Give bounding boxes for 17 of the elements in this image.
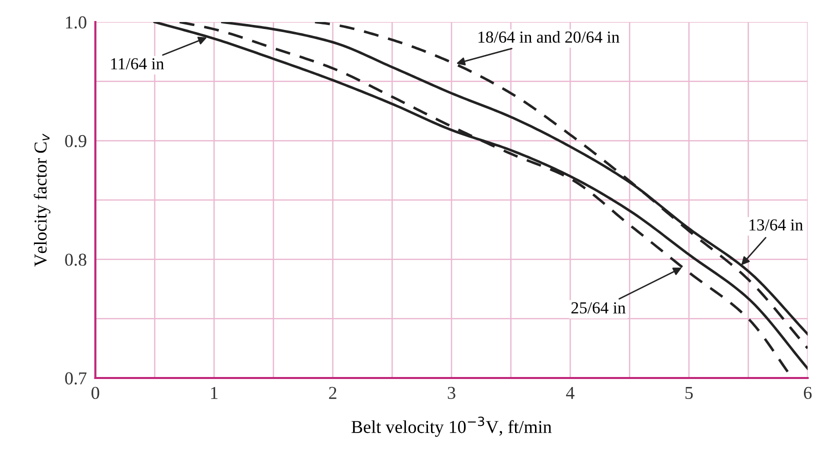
x-tick-label: 0 [92, 386, 100, 400]
x-tick-label: 6 [804, 386, 812, 400]
x-tick-label: 1 [211, 386, 218, 399]
y-tick-label: 0.9 [65, 134, 86, 148]
y-tick-label: 1.0 [66, 16, 86, 29]
y-axis-title: Velocity factor C$_{v}$ [34, 134, 50, 267]
annotation: 18/64 in and 20/64 in [478, 31, 620, 43]
x-tick-label: 5 [685, 387, 693, 400]
x-tick-label: 4 [566, 386, 574, 399]
x-tick-label: 2 [329, 386, 336, 399]
annotation: 11/64 in [111, 58, 164, 70]
annotation: 25/64 in [571, 302, 626, 314]
x-axis-title: Belt velocity 10$^{−3}$V, ft/min [352, 416, 552, 437]
y-tick-label: 0.7 [65, 372, 87, 385]
annotation: 13/64 in [750, 219, 803, 231]
x-tick-label: 3 [448, 386, 456, 400]
y-tick-label: 0.8 [65, 254, 86, 266]
